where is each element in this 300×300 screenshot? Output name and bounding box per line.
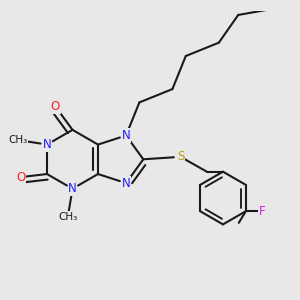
- Text: F: F: [259, 205, 265, 218]
- Text: N: N: [43, 138, 51, 151]
- Text: N: N: [122, 129, 130, 142]
- Text: N: N: [68, 182, 77, 195]
- Text: O: O: [51, 100, 60, 113]
- Text: CH₃: CH₃: [58, 212, 77, 222]
- Text: O: O: [16, 171, 25, 184]
- Text: CH₃: CH₃: [8, 135, 27, 145]
- Text: N: N: [122, 177, 130, 190]
- Text: S: S: [177, 150, 184, 163]
